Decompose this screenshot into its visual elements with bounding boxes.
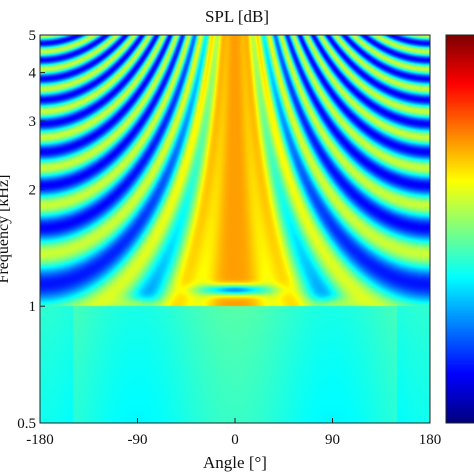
y-tick-label: 3 <box>29 114 37 130</box>
colorbar-canvas <box>446 35 474 423</box>
colorbar <box>446 35 474 423</box>
x-tick-label: 0 <box>231 432 239 448</box>
x-axis: -180 -90 0 90 180 <box>26 418 441 448</box>
y-tick-label: 4 <box>29 66 37 82</box>
heatmap-plot-area <box>40 35 430 423</box>
chart-title: SPL [dB] <box>205 7 269 26</box>
y-tick-label: 0.5 <box>17 416 36 432</box>
x-tick-label: -90 <box>128 432 148 448</box>
y-tick-label: 2 <box>29 182 37 198</box>
y-axis: 0.5 1 2 3 4 5 <box>17 28 45 432</box>
heatmap-canvas <box>40 35 430 423</box>
x-axis-label: Angle [°] <box>203 453 267 472</box>
x-tick-label: 180 <box>419 432 442 448</box>
y-tick-label: 5 <box>29 28 37 44</box>
y-tick-label: 1 <box>29 299 37 315</box>
colorbar-frame <box>445 34 474 424</box>
x-tick-label: -180 <box>26 432 54 448</box>
x-tick-label: 90 <box>325 432 340 448</box>
y-axis-label: Frequency [kHz] <box>0 175 12 284</box>
